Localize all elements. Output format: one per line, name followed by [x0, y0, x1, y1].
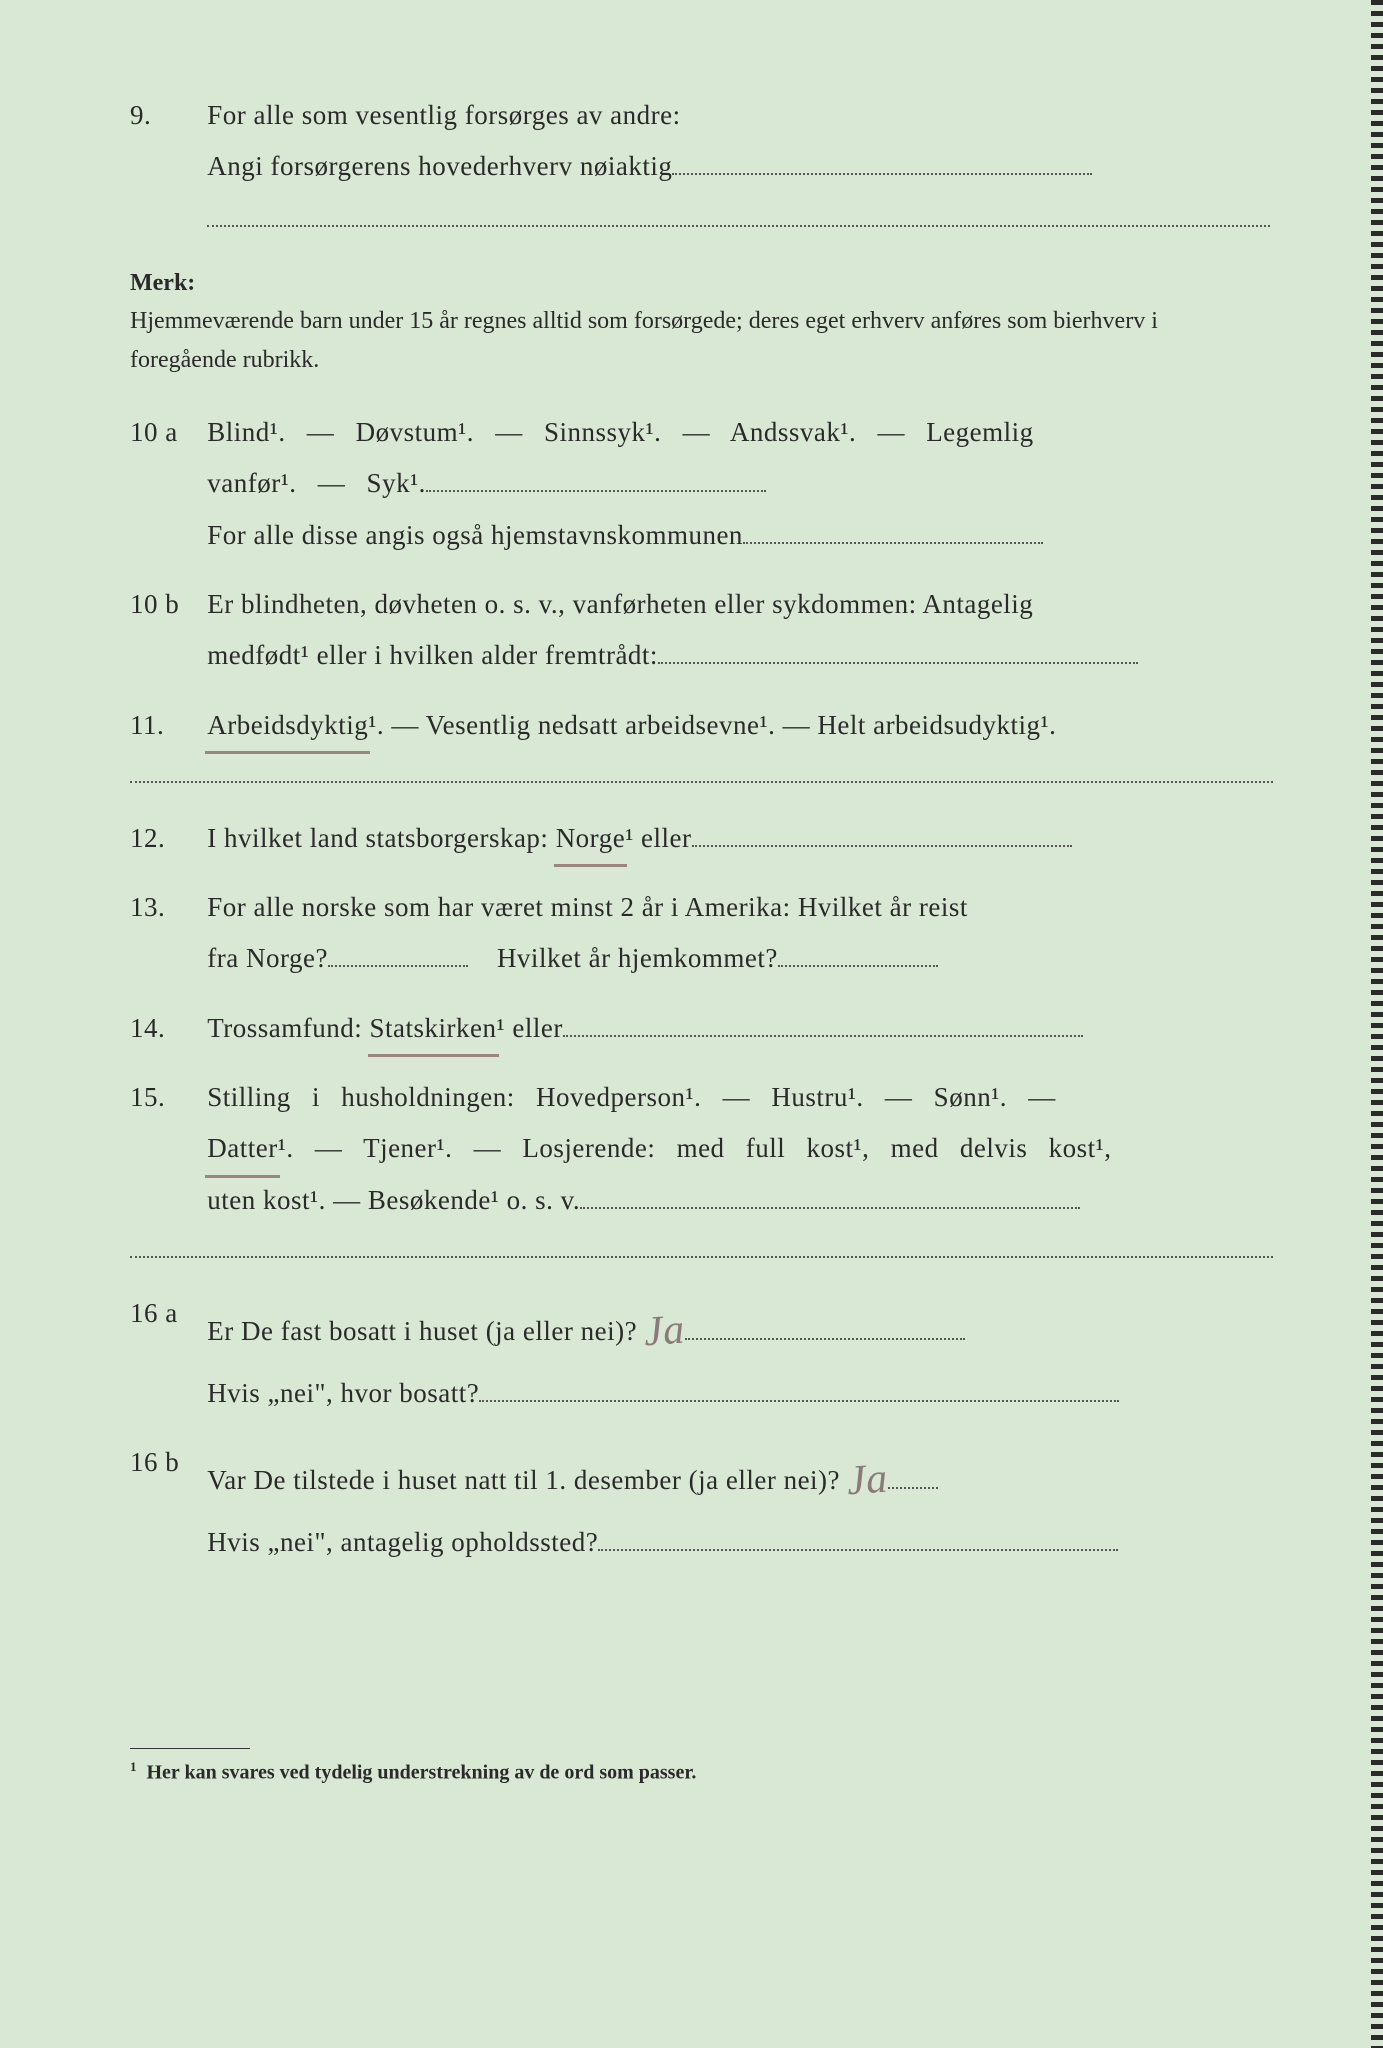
- fill-line: [563, 1007, 1083, 1037]
- q16b-text: Var De tilstede i huset natt til 1. dese…: [207, 1465, 840, 1495]
- fill-line: [426, 463, 766, 493]
- q10b-text: Er blindheten, døvheten o. s. v., vanfør…: [207, 589, 1033, 619]
- q16b-number: 16 b: [130, 1437, 200, 1488]
- fill-line: [658, 635, 1138, 665]
- q12-text2: ¹ eller: [625, 823, 691, 853]
- question-9: 9. For alle som vesentlig forsørges av a…: [130, 90, 1273, 244]
- q15-content: Stilling i husholdningen: Hovedperson¹. …: [207, 1072, 1270, 1226]
- q16a-text: Er De fast bosatt i huset (ja eller nei)…: [207, 1316, 637, 1346]
- q10b-content: Er blindheten, døvheten o. s. v., vanfør…: [207, 579, 1270, 682]
- merk-text: Hjemmeværende barn under 15 år regnes al…: [130, 302, 1173, 379]
- merk-note: Merk: Hjemmeværende barn under 15 år reg…: [130, 264, 1273, 379]
- footnote-rule: [130, 1748, 250, 1749]
- document-page: 9. For alle som vesentlig forsørges av a…: [0, 0, 1383, 1845]
- q10a-number: 10 a: [130, 407, 200, 458]
- q10a-content: Blind¹. — Døvstum¹. — Sinnssyk¹. — Andss…: [207, 407, 1270, 561]
- q13-number: 13.: [130, 882, 200, 933]
- perforated-edge: [1371, 0, 1383, 2048]
- q12-content: I hvilket land statsborgerskap: Norge¹ e…: [207, 813, 1270, 864]
- q14-text1: Trossamfund:: [207, 1013, 369, 1043]
- question-12: 12. I hvilket land statsborgerskap: Norg…: [130, 813, 1273, 864]
- q9-line2: Angi forsørgerens hovederhverv nøiaktig: [207, 151, 672, 181]
- q13-text: For alle norske som har været minst 2 år…: [207, 892, 968, 922]
- question-13: 13. For alle norske som har været minst …: [130, 882, 1273, 985]
- footnote: 1 Her kan svares ved tydelig understrekn…: [130, 1759, 1273, 1785]
- q10a-line3: For alle disse angis også hjemstavnskomm…: [207, 520, 743, 550]
- fill-line: [598, 1521, 1118, 1551]
- question-10a: 10 a Blind¹. — Døvstum¹. — Sinnssyk¹. — …: [130, 407, 1273, 561]
- merk-label: Merk:: [130, 264, 225, 302]
- q13-line2a: fra Norge?: [207, 943, 328, 973]
- q16b-answer: Ja: [845, 1440, 891, 1522]
- q10b-number: 10 b: [130, 579, 200, 630]
- fill-line: [328, 938, 468, 968]
- fill-line: [672, 146, 1092, 176]
- q14-content: Trossamfund: Statskirken¹ eller: [207, 1003, 1270, 1054]
- section-divider: [130, 1256, 1273, 1258]
- q12-underlined: Norge: [556, 813, 626, 864]
- question-11: 11. Arbeidsdyktig¹. — Vesentlig nedsatt …: [130, 700, 1273, 751]
- q16b-content: Var De tilstede i huset natt til 1. dese…: [207, 1437, 1270, 1568]
- q10b-line2: medfødt¹ eller i hvilken alder fremtrådt…: [207, 640, 658, 670]
- q16a-answer: Ja: [642, 1291, 688, 1373]
- q11-content: Arbeidsdyktig¹. — Vesentlig nedsatt arbe…: [207, 700, 1270, 751]
- q16a-number: 16 a: [130, 1288, 200, 1339]
- q12-text1: I hvilket land statsborgerskap:: [207, 823, 555, 853]
- q15-line3: uten kost¹. — Besøkende¹ o. s. v.: [207, 1185, 580, 1215]
- q15-text: Stilling i husholdningen: Hovedperson¹. …: [207, 1082, 1056, 1112]
- question-15: 15. Stilling i husholdningen: Hovedperso…: [130, 1072, 1273, 1226]
- q15-line2: ¹. — Tjener¹. — Losjerende: med full kos…: [278, 1133, 1112, 1163]
- q14-text2: ¹ eller: [497, 1013, 563, 1043]
- fill-line: [778, 938, 938, 968]
- q15-number: 15.: [130, 1072, 200, 1123]
- q13-content: For alle norske som har været minst 2 år…: [207, 882, 1270, 985]
- question-10b: 10 b Er blindheten, døvheten o. s. v., v…: [130, 579, 1273, 682]
- q16a-content: Er De fast bosatt i huset (ja eller nei)…: [207, 1288, 1270, 1419]
- fill-line: [743, 514, 1043, 544]
- q10a-line2: vanfør¹. — Syk¹.: [207, 468, 426, 498]
- q14-number: 14.: [130, 1003, 200, 1054]
- q16a-line2: Hvis „nei", hvor bosatt?: [207, 1378, 479, 1408]
- q13-line2b: Hvilket år hjemkommet?: [497, 943, 778, 973]
- fill-line: [685, 1310, 965, 1340]
- q14-underlined: Statskirken: [370, 1003, 497, 1054]
- q15-underlined: Datter: [207, 1123, 277, 1174]
- fill-line: [580, 1179, 1080, 1209]
- q9-number: 9.: [130, 90, 200, 141]
- question-16b: 16 b Var De tilstede i huset natt til 1.…: [130, 1437, 1273, 1568]
- q9-line1: For alle som vesentlig forsørges av andr…: [207, 100, 680, 130]
- fill-line: [207, 197, 1270, 227]
- q11-underlined: Arbeidsdyktig: [207, 700, 368, 751]
- fill-line: [479, 1372, 1119, 1402]
- footnote-text: Her kan svares ved tydelig understreknin…: [147, 1762, 697, 1784]
- q10a-items: Blind¹. — Døvstum¹. — Sinnssyk¹. — Andss…: [207, 417, 1033, 447]
- q12-number: 12.: [130, 813, 200, 864]
- fill-line: [888, 1459, 938, 1489]
- section-divider: [130, 781, 1273, 783]
- q11-number: 11.: [130, 700, 200, 751]
- q9-content: For alle som vesentlig forsørges av andr…: [207, 90, 1270, 244]
- question-16a: 16 a Er De fast bosatt i huset (ja eller…: [130, 1288, 1273, 1419]
- fill-line: [692, 817, 1072, 847]
- footnote-marker: 1: [130, 1759, 137, 1774]
- question-14: 14. Trossamfund: Statskirken¹ eller: [130, 1003, 1273, 1054]
- q11-rest: ¹. — Vesentlig nedsatt arbeidsevne¹. — H…: [368, 710, 1056, 740]
- q16b-line2: Hvis „nei", antagelig opholdssted?: [207, 1527, 598, 1557]
